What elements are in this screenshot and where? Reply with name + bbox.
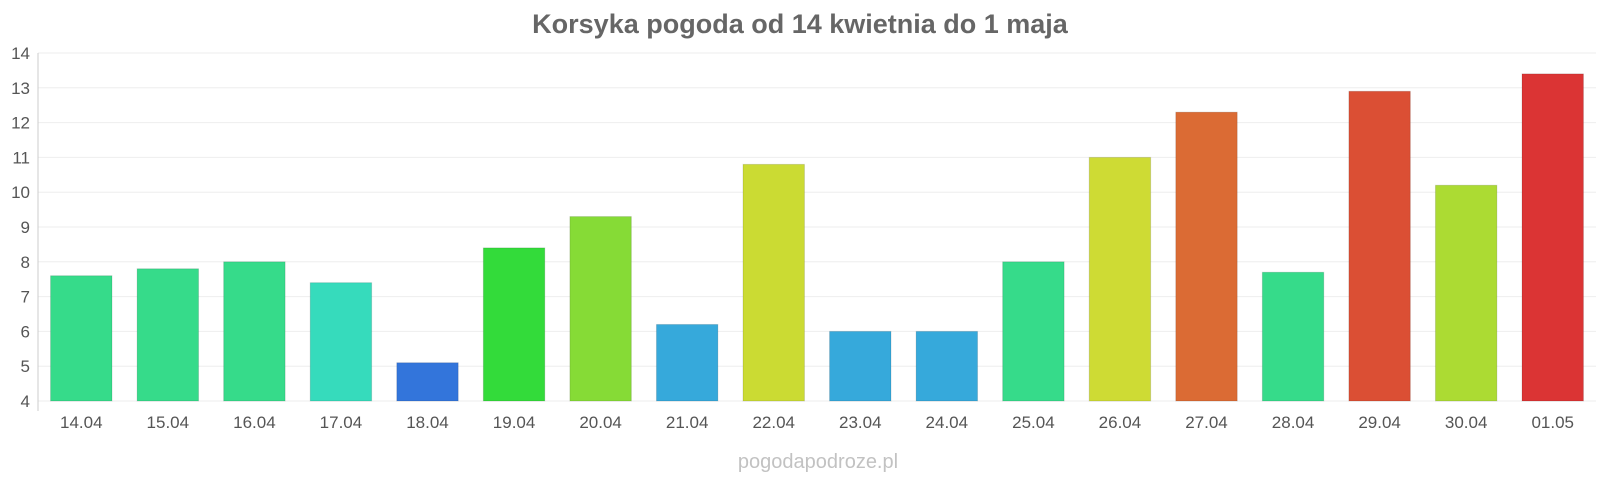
bar: [309, 282, 373, 402]
bar: [655, 323, 719, 402]
bar: [1261, 271, 1325, 402]
bar: [1088, 156, 1152, 402]
y-tick-label: 13: [11, 79, 30, 98]
y-tick-label: 10: [11, 183, 30, 202]
x-tick-label: 15.04: [147, 413, 190, 432]
x-tick-label: 16.04: [233, 413, 276, 432]
y-tick-label: 6: [21, 322, 30, 341]
x-tick-label: 18.04: [406, 413, 449, 432]
x-tick-label: 01.05: [1531, 413, 1574, 432]
y-tick-label: 8: [21, 253, 30, 272]
x-tick-label: 14.04: [60, 413, 103, 432]
bar: [136, 268, 200, 402]
x-tick-label: 25.04: [1012, 413, 1055, 432]
x-tick-label: 19.04: [493, 413, 536, 432]
x-tick-label: 21.04: [666, 413, 709, 432]
bar: [223, 261, 286, 402]
x-tick-label: 27.04: [1185, 413, 1228, 432]
bar: [396, 362, 459, 402]
bar: [742, 163, 805, 402]
x-tick-label: 22.04: [752, 413, 795, 432]
x-tick-label: 26.04: [1099, 413, 1142, 432]
y-tick-label: 9: [21, 218, 30, 237]
bar: [1434, 184, 1498, 402]
bar: [569, 216, 632, 402]
y-tick-label: 4: [21, 392, 30, 411]
bar: [915, 330, 979, 402]
bar: [482, 247, 546, 402]
x-tick-label: 30.04: [1445, 413, 1488, 432]
x-tick-label: 17.04: [320, 413, 363, 432]
gridlines: [38, 52, 1596, 402]
watermark: pogodapodroze.pl: [738, 451, 898, 473]
chart-title: Korsyka pogoda od 14 kwietnia do 1 maja: [532, 9, 1069, 39]
bar: [1348, 90, 1411, 402]
x-tick-label: 23.04: [839, 413, 882, 432]
bar: [1002, 261, 1065, 402]
x-tick-label: 29.04: [1358, 413, 1401, 432]
x-tick-label: 24.04: [926, 413, 969, 432]
bar: [50, 275, 113, 402]
bar: [1521, 73, 1584, 402]
y-tick-label: 11: [12, 148, 30, 167]
x-tick-label: 28.04: [1272, 413, 1315, 432]
bars: [50, 73, 1584, 402]
y-tick-label: 12: [11, 114, 30, 133]
x-axis: 14.04 15.04 16.04 17.04 18.04 19.04 20.04 21.04…: [60, 413, 1574, 432]
y-tick-label: 7: [21, 288, 30, 307]
bar: [1175, 111, 1238, 402]
y-tick-label: 14: [11, 44, 30, 63]
bar: [829, 330, 892, 402]
y-axis: 4 5 6 7 8 9 10 11 12 13 14: [11, 44, 39, 411]
y-tick-label: 5: [21, 357, 30, 376]
x-tick-label: 20.04: [579, 413, 622, 432]
